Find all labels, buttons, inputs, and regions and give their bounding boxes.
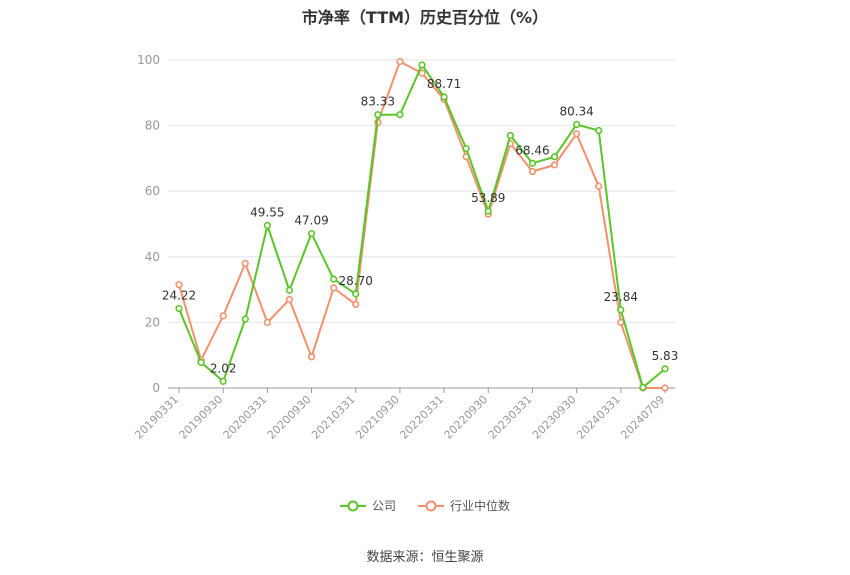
data-label: 83.33 bbox=[361, 95, 395, 109]
x-tick-label: 20190331 bbox=[132, 393, 181, 442]
series-lines bbox=[175, 58, 669, 392]
point-company bbox=[573, 120, 581, 129]
x-tick-label: 20210331 bbox=[309, 393, 358, 442]
data-label: 28.70 bbox=[339, 274, 373, 288]
y-tick-label: 80 bbox=[145, 119, 160, 133]
data-label: 23.84 bbox=[604, 290, 638, 304]
point-company bbox=[418, 61, 426, 69]
point-company bbox=[197, 358, 205, 367]
data-label: 2.02 bbox=[210, 361, 237, 375]
point-industry-median bbox=[219, 312, 227, 320]
data-label: 53.89 bbox=[471, 191, 505, 205]
point-company bbox=[440, 93, 448, 101]
data-label: 5.83 bbox=[652, 349, 679, 363]
point-company bbox=[396, 111, 404, 119]
point-industry-median bbox=[285, 295, 294, 304]
data-labels: 24.22 2.02 49.55 47.09 28.70 83.33 88.71 53.89 6… bbox=[162, 77, 679, 375]
point-company bbox=[462, 144, 470, 153]
data-label: 49.55 bbox=[250, 205, 284, 219]
legend-swatch-company-icon bbox=[339, 500, 366, 511]
legend-swatch-industry-icon bbox=[418, 500, 444, 511]
x-tick-label: 20220930 bbox=[442, 393, 491, 442]
point-company bbox=[285, 286, 294, 294]
point-industry-median bbox=[330, 284, 338, 292]
data-label: 68.46 bbox=[515, 143, 549, 157]
y-tick-label: 60 bbox=[145, 184, 160, 198]
point-industry-median bbox=[661, 384, 669, 392]
y-tick-label: 0 bbox=[152, 381, 160, 395]
legend-item-company[interactable]: 公司 bbox=[339, 497, 396, 514]
point-company bbox=[661, 365, 669, 373]
point-company bbox=[595, 126, 603, 135]
point-industry-median bbox=[175, 281, 183, 289]
x-tick-label: 20230930 bbox=[530, 393, 579, 442]
point-industry-median bbox=[352, 300, 360, 308]
legend-item-industry-median[interactable]: 行业中位数 bbox=[418, 497, 510, 514]
point-company bbox=[263, 221, 271, 230]
point-company bbox=[550, 153, 559, 161]
point-company bbox=[484, 207, 492, 215]
x-tick-label: 20200930 bbox=[265, 393, 314, 442]
x-tick-label: 20240331 bbox=[574, 393, 623, 442]
point-industry-median bbox=[307, 353, 316, 361]
legend-label-company: 公司 bbox=[371, 499, 396, 513]
data-label: 47.09 bbox=[294, 214, 328, 228]
y-tick-label: 20 bbox=[145, 315, 160, 329]
point-industry-median bbox=[263, 318, 271, 327]
point-company bbox=[241, 315, 249, 323]
point-industry-median bbox=[241, 259, 249, 267]
data-source: 数据来源：恒生聚源 bbox=[366, 550, 484, 565]
y-tick-label: 40 bbox=[145, 250, 160, 264]
y-tick-label: 100 bbox=[137, 53, 160, 67]
point-company bbox=[639, 383, 647, 391]
point-company bbox=[219, 377, 227, 385]
data-label: 80.34 bbox=[559, 104, 593, 118]
point-industry-median bbox=[573, 130, 581, 138]
point-company bbox=[352, 290, 360, 298]
point-industry-median bbox=[595, 182, 603, 190]
x-tick-label: 20240709 bbox=[618, 393, 667, 442]
point-industry-median bbox=[396, 58, 404, 66]
point-industry-median bbox=[550, 161, 559, 169]
legend-label-industry-median: 行业中位数 bbox=[450, 499, 511, 513]
legend: 公司 行业中位数 bbox=[0, 497, 850, 514]
gridlines bbox=[168, 59, 675, 323]
x-tick-label: 20210930 bbox=[353, 393, 402, 442]
chart-title: 市净率（TTM）历史百分位（%） bbox=[301, 8, 549, 27]
x-tick-label: 20220331 bbox=[397, 393, 446, 442]
data-label: 24.22 bbox=[162, 289, 196, 303]
point-company bbox=[374, 111, 382, 119]
x-tick-label: 20230331 bbox=[486, 393, 535, 442]
x-tick-label: 20200331 bbox=[221, 393, 270, 442]
point-company bbox=[506, 131, 514, 140]
point-company bbox=[528, 159, 537, 167]
point-company bbox=[175, 304, 183, 313]
point-company bbox=[617, 306, 625, 314]
point-industry-median bbox=[617, 318, 625, 327]
point-company bbox=[330, 275, 338, 283]
point-company bbox=[307, 229, 316, 238]
data-label: 88.71 bbox=[427, 77, 461, 91]
point-industry-median bbox=[528, 167, 537, 176]
x-tick-label: 20190930 bbox=[177, 393, 226, 442]
